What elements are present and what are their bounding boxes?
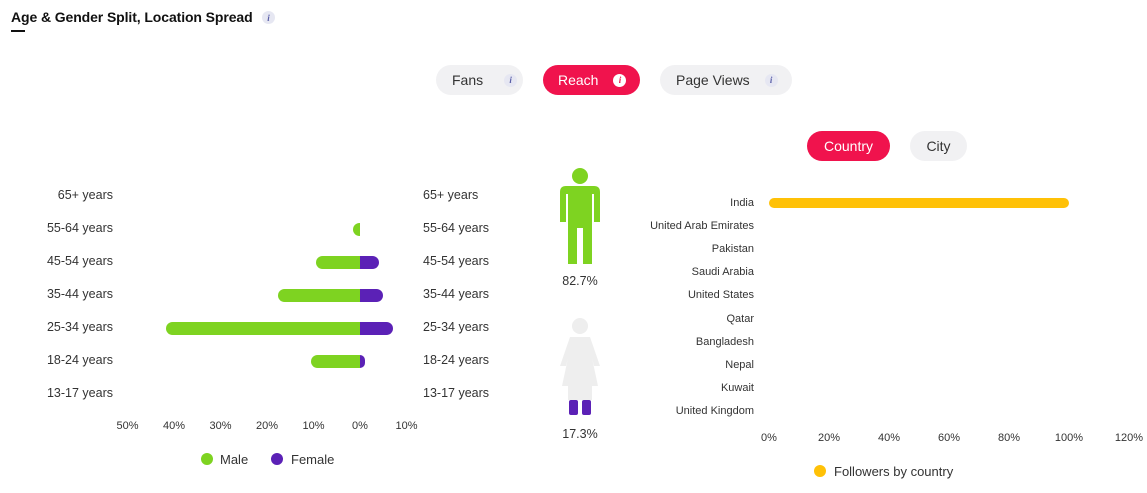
female-bar (360, 289, 384, 302)
female-bar (360, 256, 379, 269)
x-tick-label: 0% (761, 432, 777, 444)
tab-city-label: City (926, 138, 951, 154)
age-label: 18-24 years (423, 353, 490, 367)
age-label: 45-54 years (423, 254, 490, 268)
x-tick-label: 100% (1054, 432, 1084, 444)
country-legend-dot (814, 465, 826, 477)
info-icon[interactable]: i (764, 73, 778, 87)
country-label: United Arab Emirates (650, 220, 754, 233)
country-label: Kuwait (720, 381, 754, 394)
x-tick-label: 20% (817, 432, 841, 444)
age-label: 35-44 years (46, 287, 113, 301)
age-label: 13-17 years (423, 386, 490, 400)
tab-fans[interactable]: Fans i (436, 65, 523, 95)
tab-fans-label: Fans (452, 72, 484, 88)
male-legend-dot (201, 453, 213, 465)
country-bar (769, 198, 1069, 208)
age-label: 55-64 years (46, 221, 113, 235)
female-figure-icon (560, 318, 600, 415)
male-legend-label: Male (220, 452, 249, 467)
age-label: 25-34 years (423, 320, 490, 334)
tab-reach[interactable]: Reach i (543, 65, 640, 95)
female-bar (360, 322, 393, 335)
female-percentage: 17.3% (562, 427, 598, 441)
male-percentage: 82.7% (562, 274, 598, 288)
country-label: Saudi Arabia (691, 266, 754, 279)
age-label: 65+ years (57, 188, 113, 202)
age-label: 45-54 years (46, 254, 113, 268)
age-label: 25-34 years (46, 320, 113, 334)
x-tick-label: 40% (877, 432, 901, 444)
male-bar (278, 289, 360, 302)
age-label: 18-24 years (46, 353, 113, 367)
tab-page-views-label: Page Views (676, 72, 750, 88)
age-label: 65+ years (423, 188, 479, 202)
x-tick-label: 0% (352, 420, 368, 432)
age-label: 55-64 years (423, 221, 490, 235)
info-icon[interactable]: i (262, 11, 275, 24)
info-icon[interactable]: i (504, 73, 518, 87)
info-icon[interactable]: i (613, 73, 627, 87)
female-legend-dot (271, 453, 283, 465)
x-tick-label: 10% (395, 420, 418, 432)
male-bar (315, 256, 360, 269)
country-label: United Kingdom (675, 404, 754, 417)
tab-page-views[interactable]: Page Views i (660, 65, 792, 95)
tab-reach-label: Reach (558, 72, 599, 88)
x-tick-label: 30% (209, 420, 232, 432)
country-label: Qatar (726, 312, 754, 325)
country-label: United States (687, 289, 754, 302)
age-label: 13-17 years (46, 386, 113, 400)
male-figure-icon (560, 168, 600, 264)
x-tick-label: 40% (162, 420, 186, 432)
age-label: 35-44 years (423, 287, 490, 301)
female-legend-label: Female (291, 452, 335, 467)
x-tick-label: 20% (255, 420, 279, 432)
x-tick-label: 120% (1114, 432, 1144, 444)
country-label: India (730, 197, 754, 209)
country-legend-label: Followers by country (834, 464, 954, 479)
x-tick-label: 10% (302, 420, 325, 432)
male-bar (165, 322, 360, 335)
country-label: Pakistan (711, 243, 754, 256)
country-label: Bangladesh (695, 335, 754, 348)
tab-country[interactable]: Country (807, 131, 890, 161)
tab-country-label: Country (823, 138, 874, 154)
country-label: Nepal (725, 358, 754, 371)
male-bar (311, 355, 360, 368)
female-bar (360, 355, 365, 368)
tab-city[interactable]: City (910, 131, 967, 161)
section-title: Age & Gender Split, Location Spread (11, 9, 253, 25)
x-tick-label: 50% (116, 420, 139, 432)
x-tick-label: 60% (937, 432, 961, 444)
male-bar (352, 223, 360, 236)
x-tick-label: 80% (997, 432, 1021, 444)
title-underline (11, 30, 25, 32)
